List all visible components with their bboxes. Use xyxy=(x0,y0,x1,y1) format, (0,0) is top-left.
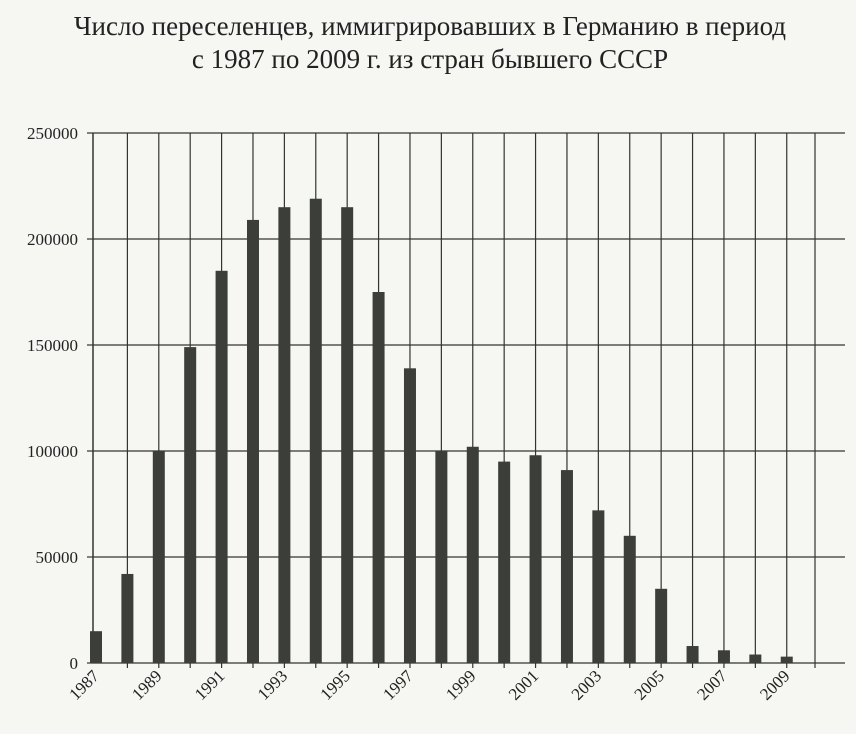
chart-title: с 1987 по 2009 г. из стран бывшего СССР xyxy=(192,44,668,74)
x-tick-label: 1999 xyxy=(442,666,479,703)
x-tick-label: 2007 xyxy=(693,666,731,704)
y-tick-label: 250000 xyxy=(27,124,78,143)
bar xyxy=(435,451,448,663)
bar xyxy=(623,535,636,663)
bar xyxy=(372,292,385,663)
bar xyxy=(529,455,542,663)
y-tick-label: 100000 xyxy=(27,442,78,461)
y-tick-label: 200000 xyxy=(27,230,78,249)
bar xyxy=(152,451,165,663)
x-tick-label: 1997 xyxy=(379,666,417,704)
bar xyxy=(341,207,354,663)
bar xyxy=(90,631,102,663)
bar xyxy=(246,219,259,664)
bar xyxy=(780,656,793,663)
bar xyxy=(184,347,197,663)
bar xyxy=(403,368,416,663)
x-tick-label: 2005 xyxy=(631,666,668,703)
x-tick-label: 2001 xyxy=(505,666,542,703)
y-tick-label: 50000 xyxy=(36,548,79,567)
x-tick-label: 2003 xyxy=(568,666,605,703)
bar xyxy=(560,470,573,663)
bar xyxy=(309,198,322,663)
bar xyxy=(215,270,228,663)
x-tick-label: 1993 xyxy=(254,666,291,703)
x-tick-label: 1989 xyxy=(128,666,165,703)
x-tick-label: 2009 xyxy=(756,666,793,703)
bar xyxy=(592,510,605,663)
y-tick-label: 150000 xyxy=(27,336,78,355)
bar xyxy=(655,588,668,663)
bar xyxy=(498,461,511,663)
bar xyxy=(686,646,699,663)
x-tick-label: 1991 xyxy=(191,666,228,703)
bar xyxy=(121,573,134,663)
bar xyxy=(466,446,479,663)
bar xyxy=(278,207,291,663)
bar xyxy=(717,650,730,663)
y-tick-label: 0 xyxy=(70,654,79,673)
bar xyxy=(749,654,762,663)
x-tick-label: 1995 xyxy=(317,666,354,703)
chart-title: Число переселенцев, иммигрировавших в Ге… xyxy=(74,11,786,41)
